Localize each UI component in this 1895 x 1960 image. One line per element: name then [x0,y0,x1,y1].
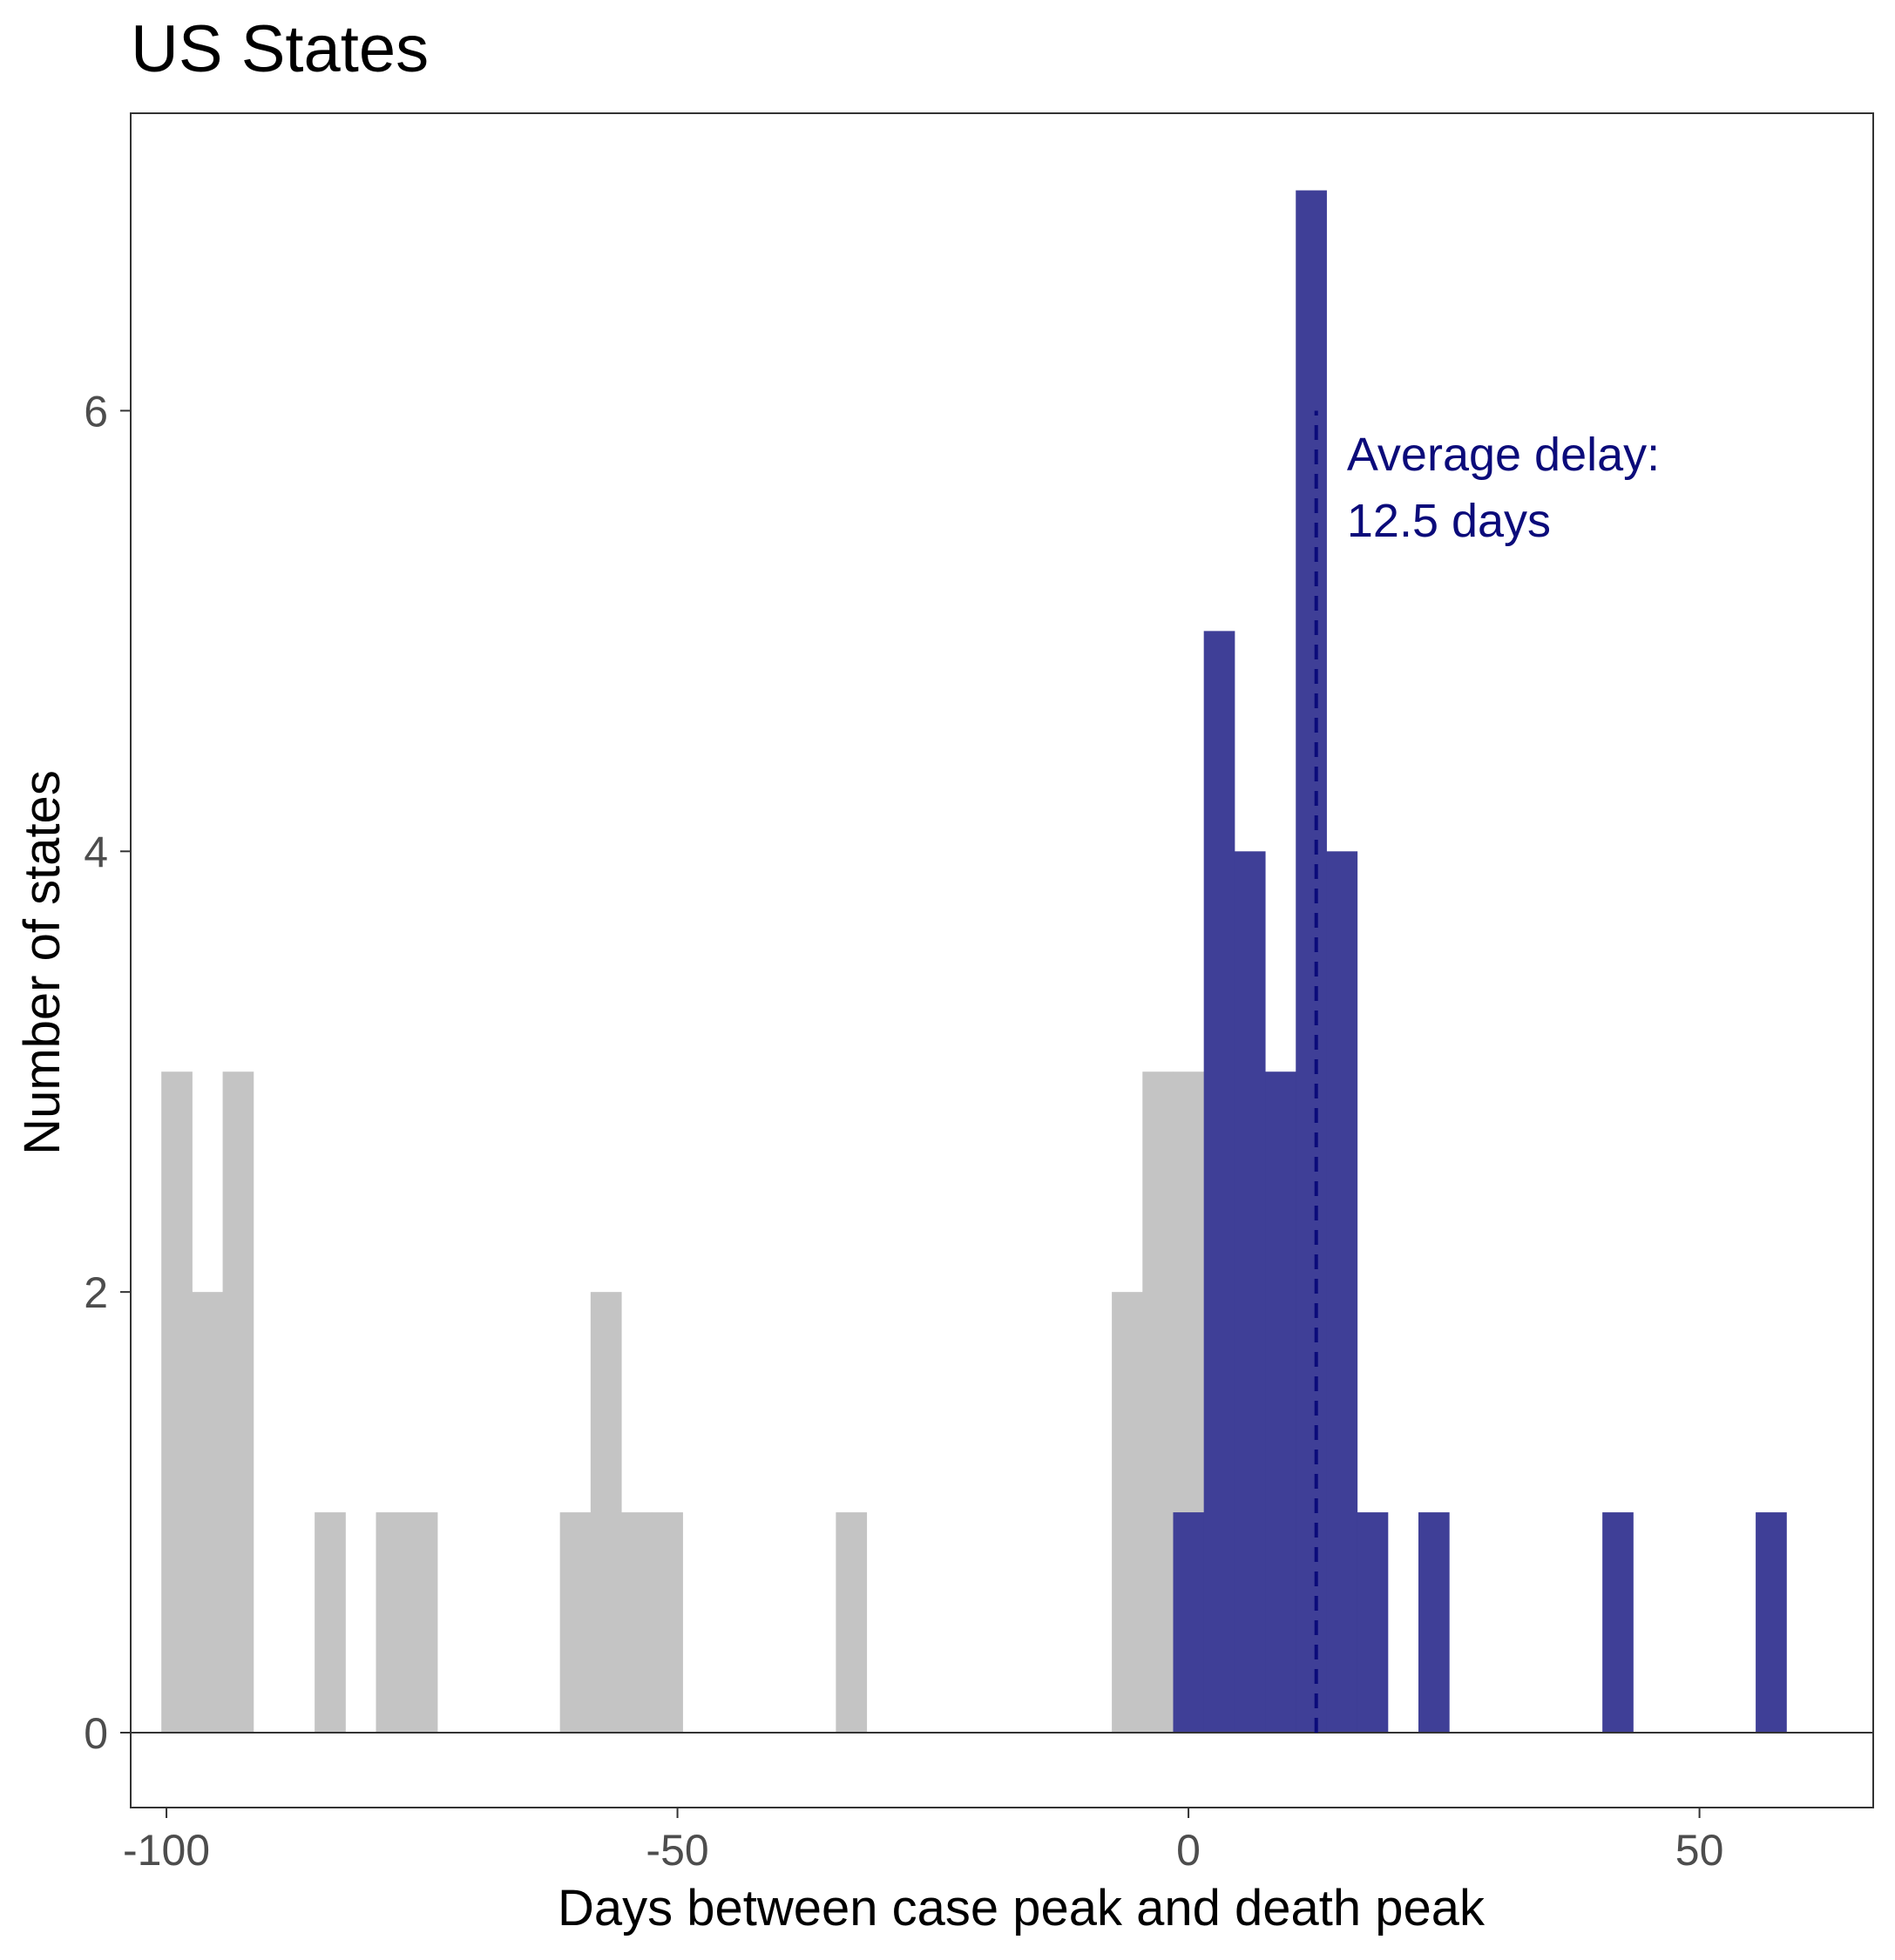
bar-positive-7 [1418,1512,1450,1734]
x-axis: -100 -50 0 50 [123,1808,1723,1875]
bar-negative-3 [315,1512,346,1734]
bar-positive-8 [1602,1512,1634,1734]
bar-positive-6 [1357,1512,1389,1734]
annotation-line-2: 12.5 days [1347,495,1551,547]
bar-negative-0 [161,1071,193,1734]
x-tick-label: -100 [123,1826,210,1875]
y-axis-label: Number of states [14,770,71,1155]
bar-negative-6 [559,1512,592,1734]
y-tick-label: 4 [84,828,108,876]
bar-negative-9 [652,1512,683,1734]
bar-positive-1 [1203,631,1235,1734]
bar-positive-3 [1265,1071,1296,1734]
x-tick-label: 50 [1675,1826,1724,1875]
bar-negative-10 [836,1512,868,1734]
histogram-bars [161,190,1787,1734]
y-tick-label: 0 [84,1709,108,1758]
bar-negative-4 [376,1512,408,1734]
bar-negative-8 [621,1512,653,1734]
x-tick-label: 0 [1176,1826,1201,1875]
bar-positive-2 [1234,851,1266,1734]
bar-positive-0 [1173,1512,1205,1734]
bar-negative-2 [222,1071,254,1734]
x-tick-label: -50 [646,1826,708,1875]
bar-negative-12 [1142,1071,1174,1734]
bar-positive-5 [1326,851,1358,1734]
bar-negative-7 [590,1292,622,1734]
annotation-line-1: Average delay: [1347,429,1660,481]
y-tick-label: 2 [84,1268,108,1317]
bar-negative-11 [1112,1292,1143,1734]
x-axis-label: Days between case peak and death peak [558,1880,1486,1936]
bar-negative-5 [406,1512,438,1734]
bar-positive-9 [1756,1512,1787,1734]
y-axis: 0 2 4 6 [84,387,131,1758]
y-tick-label: 6 [84,387,108,436]
bar-negative-1 [192,1292,224,1734]
bar-positive-4 [1296,190,1327,1734]
plot-panel-border [130,112,1874,1808]
chart-title: US States [131,12,429,86]
